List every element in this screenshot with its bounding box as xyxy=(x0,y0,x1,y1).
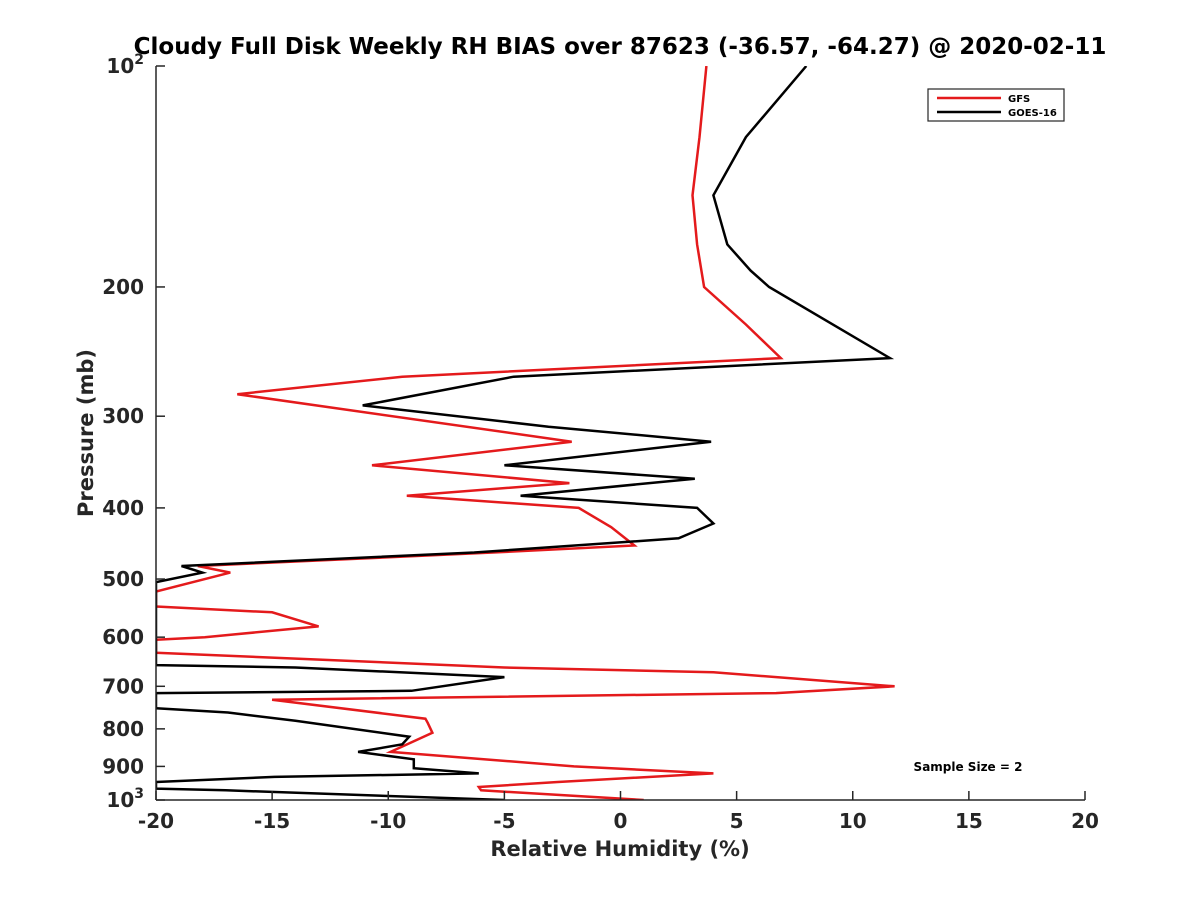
legend: GFS GOES-16 xyxy=(927,88,1065,122)
y-tick-label: 102 xyxy=(106,52,144,78)
legend-entries: GFS GOES-16 xyxy=(937,94,1057,119)
x-tick-label: -10 xyxy=(370,809,406,833)
x-tick-label: 5 xyxy=(730,809,744,833)
x-tick-label: 0 xyxy=(614,809,628,833)
y-ticks: 102 200 300 400 500 600 700 800 900 103 xyxy=(102,52,165,812)
y-tick-label: 600 xyxy=(102,625,144,649)
x-axis-label: Relative Humidity (%) xyxy=(490,837,749,861)
y-tick-label: 700 xyxy=(102,674,144,698)
y-tick-label: 200 xyxy=(102,275,144,299)
series-line-gfs xyxy=(156,66,895,800)
x-tick-label: -15 xyxy=(254,809,290,833)
chart-title: Cloudy Full Disk Weekly RH BIAS over 876… xyxy=(134,34,1107,60)
x-ticks: -20 -15 -10 -5 0 5 10 15 20 xyxy=(138,791,1099,833)
y-tick-label: 300 xyxy=(102,404,144,428)
sample-size-annotation: Sample Size = 2 xyxy=(914,760,1023,774)
y-tick-label: 400 xyxy=(102,496,144,520)
y-axis-label: Pressure (mb) xyxy=(74,349,98,517)
y-tick-label: 500 xyxy=(102,567,144,591)
y-tick-label: 800 xyxy=(102,717,144,741)
x-tick-label: 20 xyxy=(1071,809,1099,833)
x-tick-label: -20 xyxy=(138,809,174,833)
legend-label-goes-16: GOES-16 xyxy=(1008,108,1057,119)
series-layer xyxy=(156,66,895,800)
y-tick-label: 103 xyxy=(106,786,144,812)
series-line-goes-16 xyxy=(156,66,895,800)
x-tick-label: 15 xyxy=(955,809,983,833)
y-tick-label: 900 xyxy=(102,754,144,778)
x-tick-label: -5 xyxy=(493,809,515,833)
legend-label-gfs: GFS xyxy=(1008,94,1030,105)
legend-box xyxy=(927,88,1065,122)
x-tick-label: 10 xyxy=(839,809,867,833)
